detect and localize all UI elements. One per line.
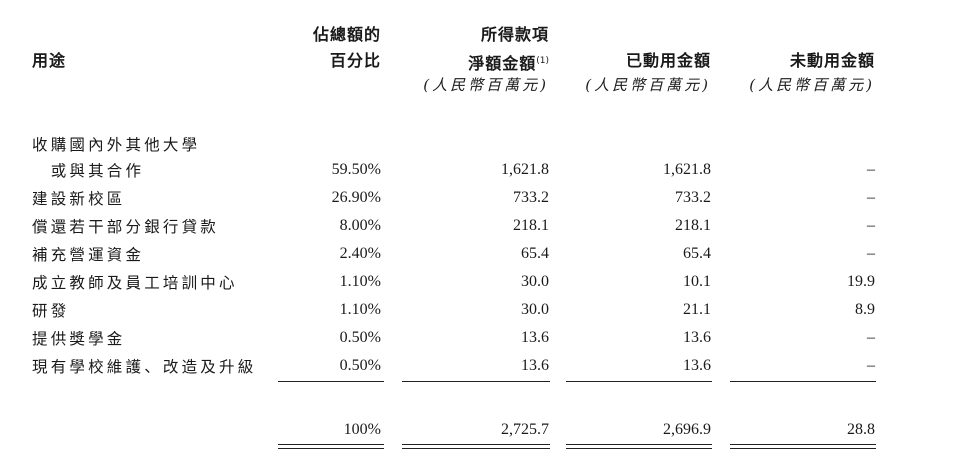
header-pct-line2: 百分比	[329, 51, 381, 70]
subtotal-rule-unused	[730, 381, 876, 382]
subtotal-rule-net	[402, 381, 550, 382]
unit-unused: (人民幣百萬元)	[749, 76, 875, 94]
row-pct: 0.50%	[339, 357, 381, 374]
row-used: 10.1	[683, 273, 711, 290]
row-unused: 19.9	[847, 273, 875, 290]
row-net: 30.0	[521, 273, 549, 290]
row-unused: –	[867, 217, 875, 234]
row-net: 13.6	[521, 329, 549, 346]
header-pct: 佔總額的 百分比	[313, 22, 381, 74]
row-pct: 59.50%	[331, 161, 381, 178]
row-net: 30.0	[521, 301, 549, 318]
header-net-line2: 淨額金額(1)	[468, 48, 549, 77]
row-label: 收購國內外其他大學	[32, 136, 201, 154]
row-used: 218.1	[675, 217, 711, 234]
total-net: 2,725.7	[501, 421, 549, 438]
row-unused: –	[867, 161, 875, 178]
row-label: 提供獎學金	[32, 330, 126, 348]
unit-used: (人民幣百萬元)	[585, 76, 711, 94]
total-rule-unused	[730, 444, 876, 449]
row-pct: 0.50%	[339, 329, 381, 346]
header-net-line1: 所得款項	[480, 25, 549, 44]
row-unused: –	[867, 245, 875, 262]
header-unused-label: 未動用金額	[789, 51, 875, 70]
header-net: 所得款項 淨額金額(1)	[468, 22, 549, 77]
subtotal-rule-used	[566, 381, 712, 382]
row-label: 或與其合作	[32, 162, 145, 180]
total-unused: 28.8	[847, 421, 875, 438]
unit-net: (人民幣百萬元)	[423, 76, 549, 94]
row-net: 65.4	[521, 245, 549, 262]
header-pct-line1: 佔總額的	[312, 25, 381, 44]
subtotal-rule-pct	[278, 381, 384, 382]
header-use: 用途	[32, 48, 66, 74]
row-net: 218.1	[513, 217, 549, 234]
header-unused: 未動用金額	[790, 48, 875, 74]
row-net: 1,621.8	[501, 161, 549, 178]
row-unused: –	[867, 189, 875, 206]
row-used: 21.1	[683, 301, 711, 318]
total-rule-pct	[278, 444, 384, 449]
row-label: 研發	[32, 302, 70, 320]
row-label: 成立教師及員工培訓中心	[32, 274, 238, 292]
row-used: 65.4	[683, 245, 711, 262]
row-unused: –	[867, 329, 875, 346]
total-used: 2,696.9	[663, 421, 711, 438]
header-use-label: 用途	[32, 51, 67, 70]
row-used: 13.6	[683, 357, 711, 374]
row-pct: 1.10%	[339, 273, 381, 290]
row-unused: 8.9	[855, 301, 875, 318]
row-net: 733.2	[513, 189, 549, 206]
row-used: 733.2	[675, 189, 711, 206]
row-unused: –	[867, 357, 875, 374]
row-label: 償還若干部分銀行貸款	[32, 218, 220, 236]
header-used-label: 已動用金額	[625, 51, 711, 70]
header-net-note: (1)	[536, 56, 549, 66]
row-pct: 8.00%	[339, 217, 381, 234]
row-used: 13.6	[683, 329, 711, 346]
row-label: 現有學校維護、改造及升級	[32, 358, 257, 376]
row-pct: 1.10%	[339, 301, 381, 318]
header-net-line2-text: 淨額金額	[468, 54, 537, 73]
header-used: 已動用金額	[626, 48, 711, 74]
row-used: 1,621.8	[663, 161, 711, 178]
row-label: 建設新校區	[32, 190, 126, 208]
row-net: 13.6	[521, 357, 549, 374]
row-label: 補充營運資金	[32, 246, 145, 264]
total-rule-net	[402, 444, 550, 449]
row-pct: 2.40%	[339, 245, 381, 262]
total-rule-used	[566, 444, 712, 449]
total-pct: 100%	[343, 421, 381, 438]
row-pct: 26.90%	[331, 189, 381, 206]
